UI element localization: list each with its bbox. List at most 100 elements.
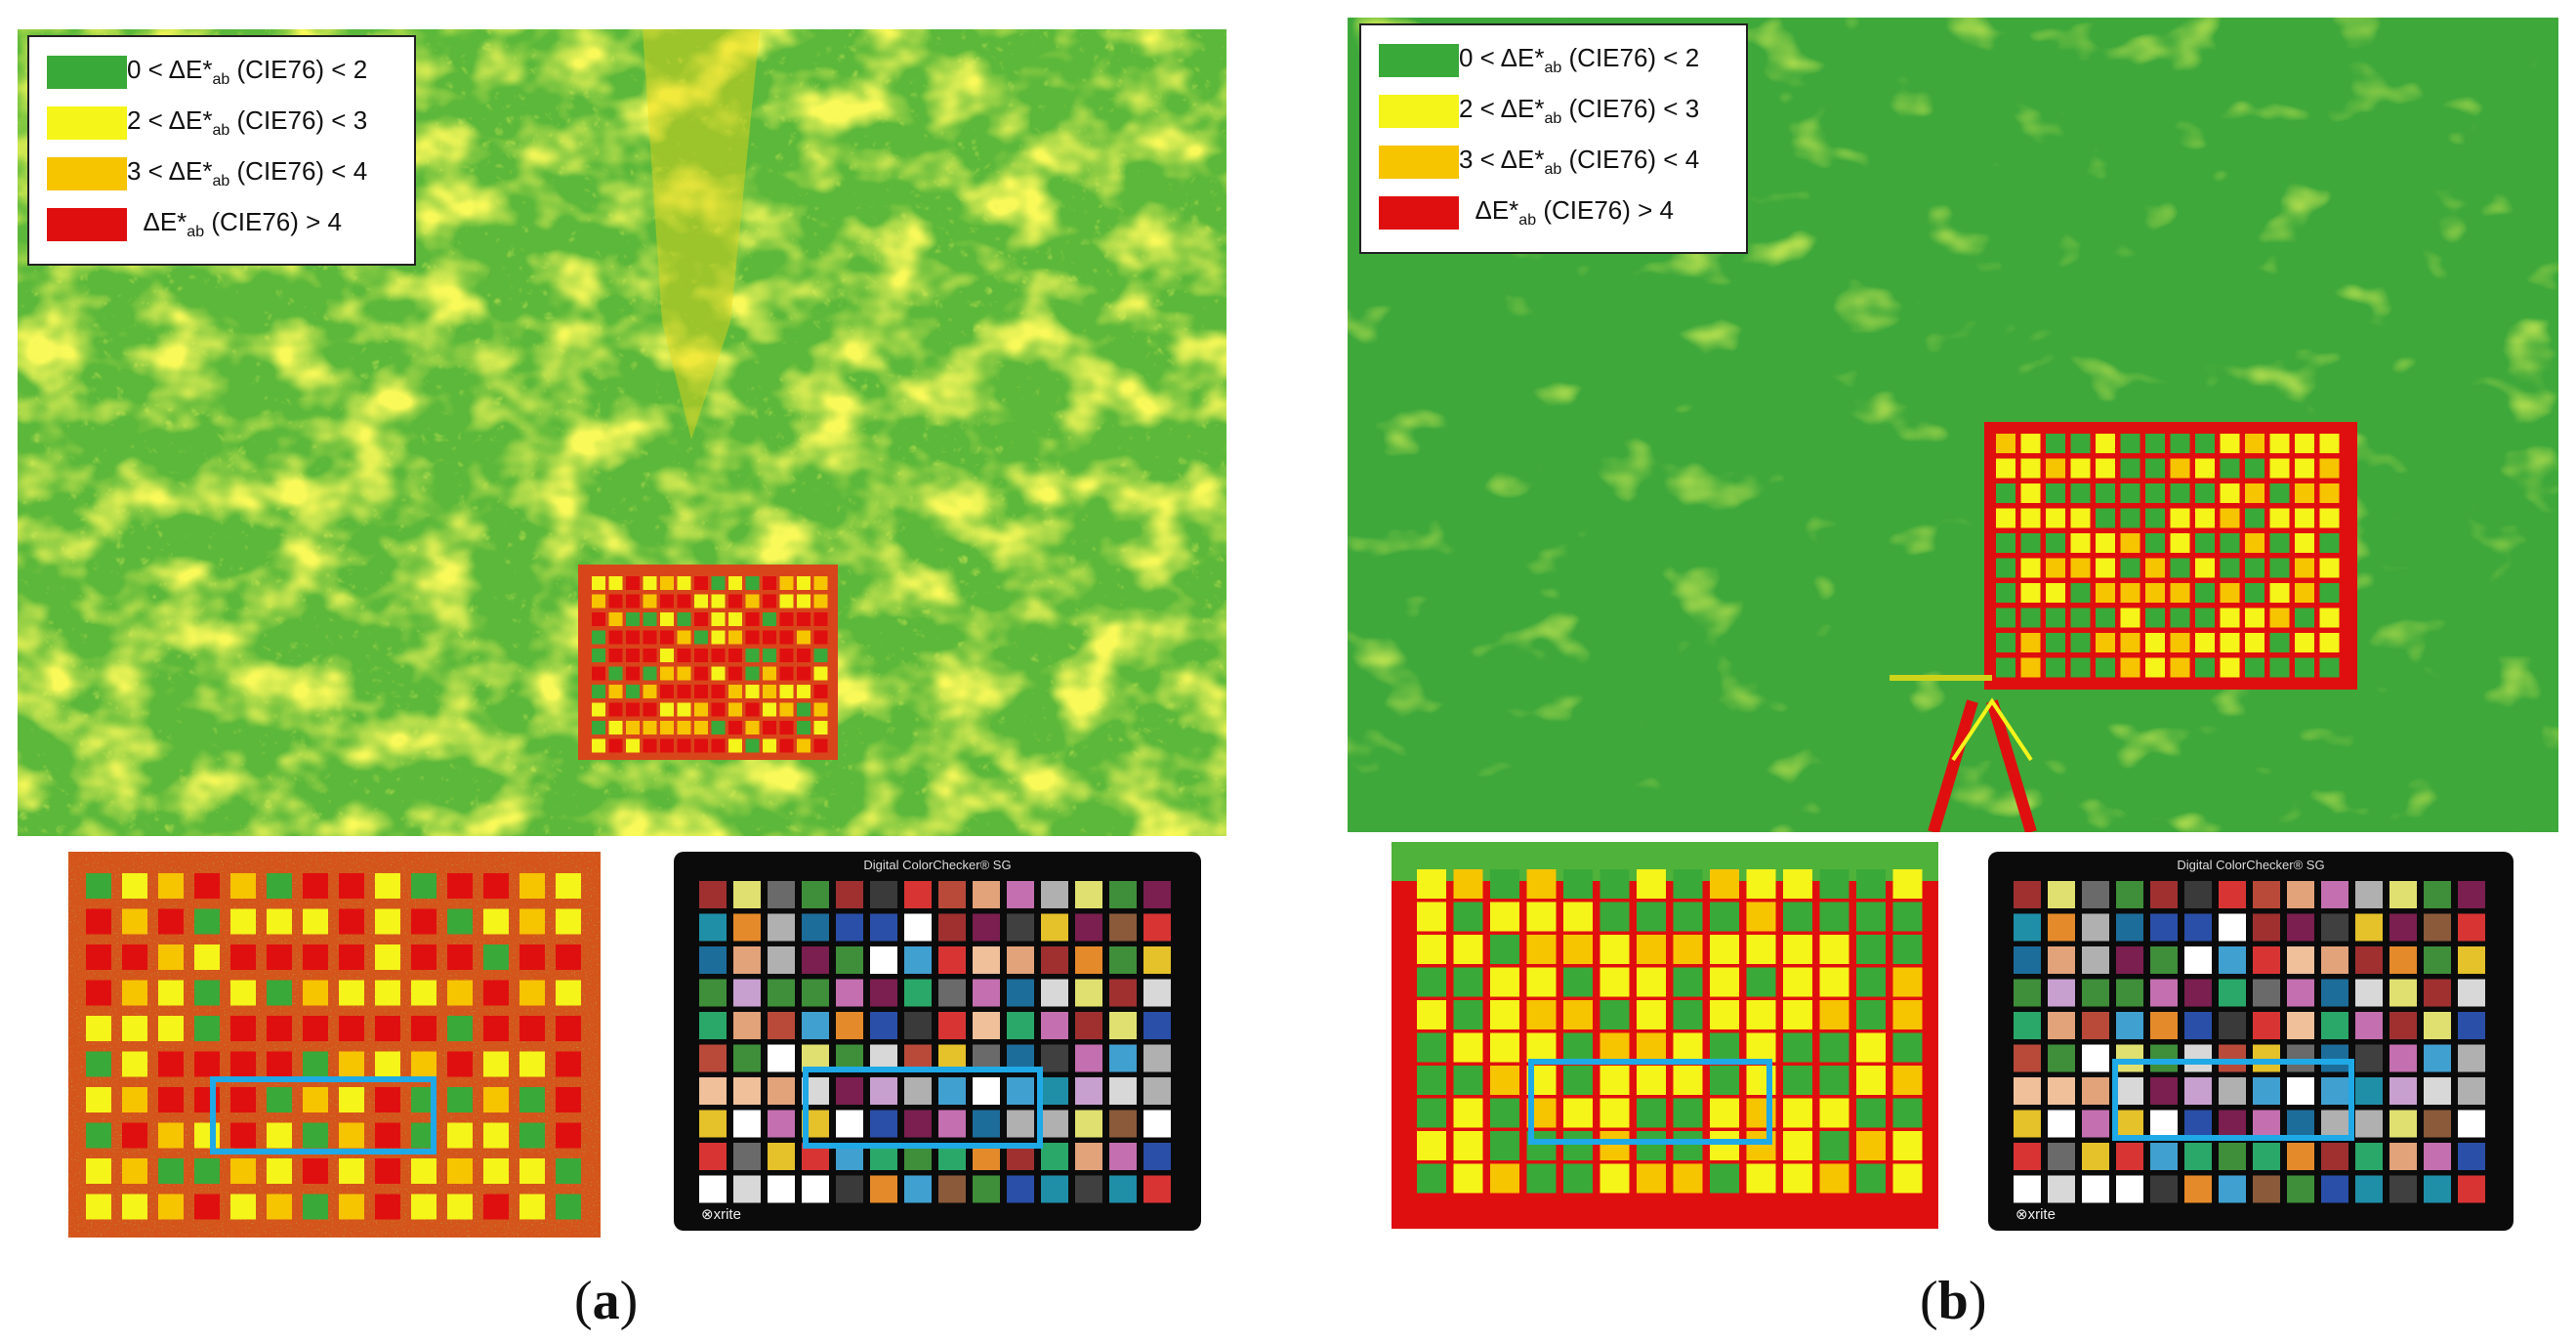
patch [2355,1077,2383,1105]
patch [1007,913,1034,942]
patch [699,1044,727,1072]
patch [2424,1044,2451,1072]
patch [813,685,828,698]
patch [2082,979,2109,1007]
legend-label-low: 2 < ΔE* [127,105,213,136]
patch [2287,913,2314,942]
patch [1453,1066,1483,1095]
patch [2046,558,2065,578]
patch [2195,633,2215,652]
patch [608,702,623,717]
patch [2253,979,2280,1007]
patch [1600,1163,1630,1194]
patch [2116,946,2143,974]
patch [519,944,545,970]
patch [2145,657,2165,678]
reference-grid-b [2014,881,2485,1203]
patch [711,738,726,753]
patch [2120,508,2140,528]
patch [870,1110,897,1138]
patch [2319,608,2340,628]
patch [2150,913,2178,942]
legend-label: 2 < ΔE*ab (CIE76) < 3 [127,105,367,140]
patch [303,980,328,1006]
patch [2170,583,2190,603]
patch [699,1175,727,1203]
patch [2014,979,2041,1007]
patch [267,1016,292,1041]
patch [745,630,760,645]
patch [2245,558,2264,578]
patch [2170,483,2190,503]
patch [2269,434,2290,453]
patch [1892,1131,1923,1160]
patch [660,721,674,734]
patch [86,908,111,935]
patch [1041,881,1068,908]
patch [267,1194,292,1220]
patch [2424,979,2451,1007]
patch [904,979,932,1007]
patch [2014,1110,2041,1138]
patch [267,1122,292,1149]
patch [2046,434,2065,453]
patch [2458,946,2485,974]
patch [763,685,776,698]
patch [2070,483,2091,503]
patch [592,649,605,662]
caption-a-close: ) [619,1271,639,1331]
patch [2014,1143,2041,1170]
patch [2150,1143,2178,1170]
patch [2295,458,2314,479]
patch [643,685,657,698]
patch [745,721,760,734]
patch [813,612,828,626]
patch [2253,1077,2280,1105]
patch [2389,1175,2417,1203]
patch [230,944,256,970]
patch [122,908,147,935]
highlight-box-ref-a [803,1067,1043,1149]
patch [2046,533,2065,553]
patch [2458,1077,2485,1105]
patch [2295,533,2314,553]
patch [2295,434,2314,453]
patch [1526,1032,1557,1063]
patch [1453,967,1483,997]
legend-label: 0 < ΔE*ab (CIE76) < 2 [1459,43,1699,77]
patch [230,1016,256,1041]
patch [745,685,760,698]
patch [2319,483,2340,503]
patch [870,979,897,1007]
patch [2319,633,2340,652]
patch [728,576,742,590]
patch [1637,1066,1666,1095]
patch [267,1158,292,1184]
patch [1526,935,1557,964]
patch [2048,881,2075,908]
patch [2321,1143,2348,1170]
patch [122,1194,147,1220]
patch [1892,1000,1923,1029]
patch [411,1194,436,1220]
patch [2184,1143,2212,1170]
patch [699,1012,727,1039]
patch [1041,1077,1068,1105]
caption-a: (a) [574,1270,638,1332]
patch [1819,902,1849,932]
patch [1075,1077,1102,1105]
patch [1600,869,1630,899]
patch [375,1087,400,1112]
patch [2245,533,2264,553]
patch [2120,434,2140,453]
patch [938,946,966,974]
patch [339,908,364,935]
patch [797,576,810,590]
patch [2245,583,2264,603]
patch [2245,657,2264,678]
patch [1453,935,1483,964]
patch [938,881,966,908]
legend-label-sub: ab [1518,212,1537,230]
patch [660,576,674,590]
patch [813,738,828,753]
